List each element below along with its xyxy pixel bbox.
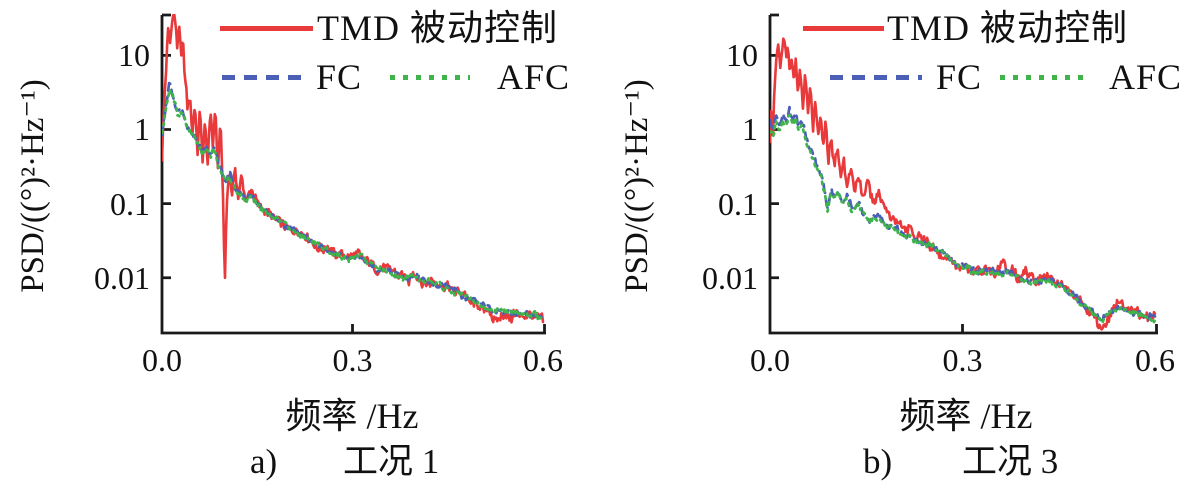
caption-title-panel-b: 工况 3	[962, 442, 1059, 481]
legend-line-fc-a	[222, 75, 308, 80]
legend-line-tmd-b	[803, 26, 884, 31]
legend-label-afc-b: AFC	[1109, 57, 1183, 97]
x-tick-label: 0.0	[142, 342, 182, 378]
y-tick-label: 1	[742, 111, 758, 148]
series-tmd-curve-panel-a	[162, 14, 545, 324]
legend-line-afc-b	[1000, 75, 1085, 80]
legend-label-tmd-b: TMD 被动控制	[887, 8, 1128, 48]
legend-line-tmd-a	[220, 26, 313, 31]
series-afc-curve-panel-a	[162, 88, 545, 322]
y-tick-label: 0.01	[94, 259, 150, 296]
y-tick-label: 10	[118, 37, 150, 74]
legend-label-fc-b: FC	[936, 57, 983, 97]
x-axis-title-panel-a: 频率 /Hz	[285, 396, 419, 436]
legend-label-fc-a: FC	[316, 57, 363, 97]
caption-title-panel-a: 工况 1	[343, 442, 440, 481]
y-tick-label: 0.1	[718, 185, 758, 222]
series-fc-curve-panel-a	[162, 81, 545, 320]
legend-line-fc-b	[830, 75, 922, 80]
legend-label-afc-a: AFC	[497, 57, 571, 97]
caption-letter-panel-b: b)	[863, 442, 893, 481]
y-tick-label: 0.01	[702, 259, 758, 296]
x-tick-label: 0.6	[1135, 342, 1175, 378]
series-afc-curve-panel-b	[770, 113, 1157, 324]
x-axis-title-panel-b: 频率 /Hz	[899, 396, 1033, 436]
x-tick-label: 0.0	[750, 342, 790, 378]
legend-label-tmd-a: TMD 被动控制	[317, 8, 558, 48]
x-tick-label: 0.3	[332, 342, 373, 378]
x-tick-label: 0.3	[942, 342, 983, 378]
y-tick-label: 0.1	[110, 185, 150, 222]
caption-letter-panel-a: a)	[250, 442, 278, 481]
x-tick-label: 0.6	[523, 342, 563, 378]
y-tick-label: 1	[134, 111, 150, 148]
legend-line-afc-a	[390, 75, 470, 80]
y-tick-label: 10	[726, 37, 758, 74]
